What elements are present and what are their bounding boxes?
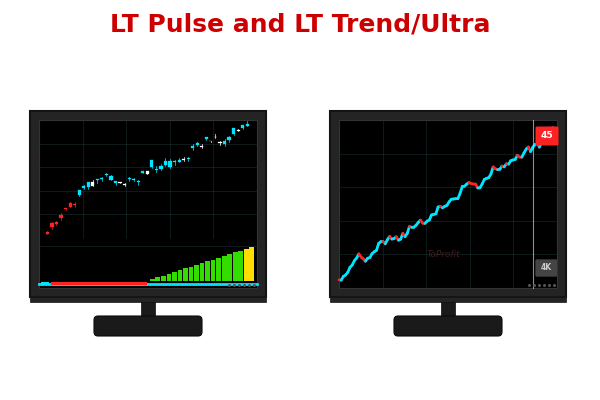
- Bar: [227, 137, 230, 140]
- Bar: [187, 158, 190, 159]
- Bar: [330, 111, 566, 297]
- Bar: [114, 181, 117, 184]
- Bar: [55, 222, 58, 224]
- Bar: [233, 252, 238, 281]
- Bar: [238, 250, 243, 281]
- Bar: [39, 120, 257, 288]
- Bar: [218, 142, 221, 143]
- Bar: [164, 161, 167, 166]
- Bar: [161, 276, 166, 281]
- Bar: [223, 141, 226, 144]
- Bar: [200, 146, 203, 147]
- Bar: [178, 270, 182, 281]
- Bar: [169, 160, 172, 167]
- Bar: [172, 272, 177, 281]
- Bar: [128, 178, 131, 179]
- Bar: [245, 124, 249, 126]
- Bar: [222, 256, 227, 281]
- Bar: [109, 176, 113, 180]
- Bar: [150, 160, 154, 167]
- Bar: [196, 143, 199, 145]
- Text: LT Pulse and LT Trend/Ultra: LT Pulse and LT Trend/Ultra: [110, 13, 490, 37]
- Text: 45: 45: [541, 132, 553, 140]
- Bar: [191, 146, 194, 148]
- Bar: [141, 302, 155, 322]
- Bar: [118, 182, 122, 183]
- Bar: [77, 190, 81, 194]
- Bar: [232, 128, 235, 134]
- FancyBboxPatch shape: [394, 316, 502, 336]
- Bar: [73, 204, 76, 205]
- Bar: [68, 203, 72, 206]
- Text: ToProfit: ToProfit: [427, 250, 460, 259]
- Bar: [205, 137, 208, 140]
- Bar: [211, 260, 215, 281]
- Bar: [30, 111, 266, 297]
- Bar: [105, 174, 108, 175]
- FancyBboxPatch shape: [536, 126, 559, 146]
- Bar: [194, 265, 199, 281]
- Bar: [137, 181, 140, 182]
- Bar: [216, 258, 221, 281]
- Bar: [183, 268, 188, 281]
- Bar: [146, 171, 149, 174]
- Bar: [30, 297, 266, 302]
- Bar: [330, 297, 566, 302]
- Bar: [160, 166, 163, 169]
- Text: 4K: 4K: [541, 264, 551, 272]
- Bar: [123, 184, 126, 185]
- Bar: [46, 232, 49, 234]
- Bar: [51, 282, 147, 285]
- Bar: [91, 182, 94, 186]
- Bar: [178, 160, 181, 162]
- Bar: [155, 168, 158, 170]
- Bar: [188, 267, 193, 281]
- Bar: [205, 261, 210, 281]
- Bar: [250, 247, 254, 281]
- Bar: [150, 279, 155, 281]
- Bar: [155, 278, 160, 281]
- Bar: [339, 120, 557, 288]
- Bar: [167, 274, 171, 281]
- FancyBboxPatch shape: [536, 260, 557, 276]
- Bar: [173, 160, 176, 162]
- Bar: [241, 125, 244, 128]
- Bar: [441, 302, 455, 322]
- Bar: [50, 223, 53, 227]
- Bar: [41, 282, 49, 285]
- Bar: [82, 186, 85, 188]
- Bar: [100, 178, 103, 179]
- Bar: [227, 254, 232, 281]
- Bar: [200, 263, 205, 281]
- Bar: [236, 130, 240, 131]
- Bar: [64, 208, 67, 209]
- Bar: [141, 171, 145, 173]
- Bar: [132, 179, 135, 180]
- Bar: [244, 249, 248, 281]
- Bar: [59, 215, 62, 218]
- Bar: [86, 182, 90, 187]
- FancyBboxPatch shape: [94, 316, 202, 336]
